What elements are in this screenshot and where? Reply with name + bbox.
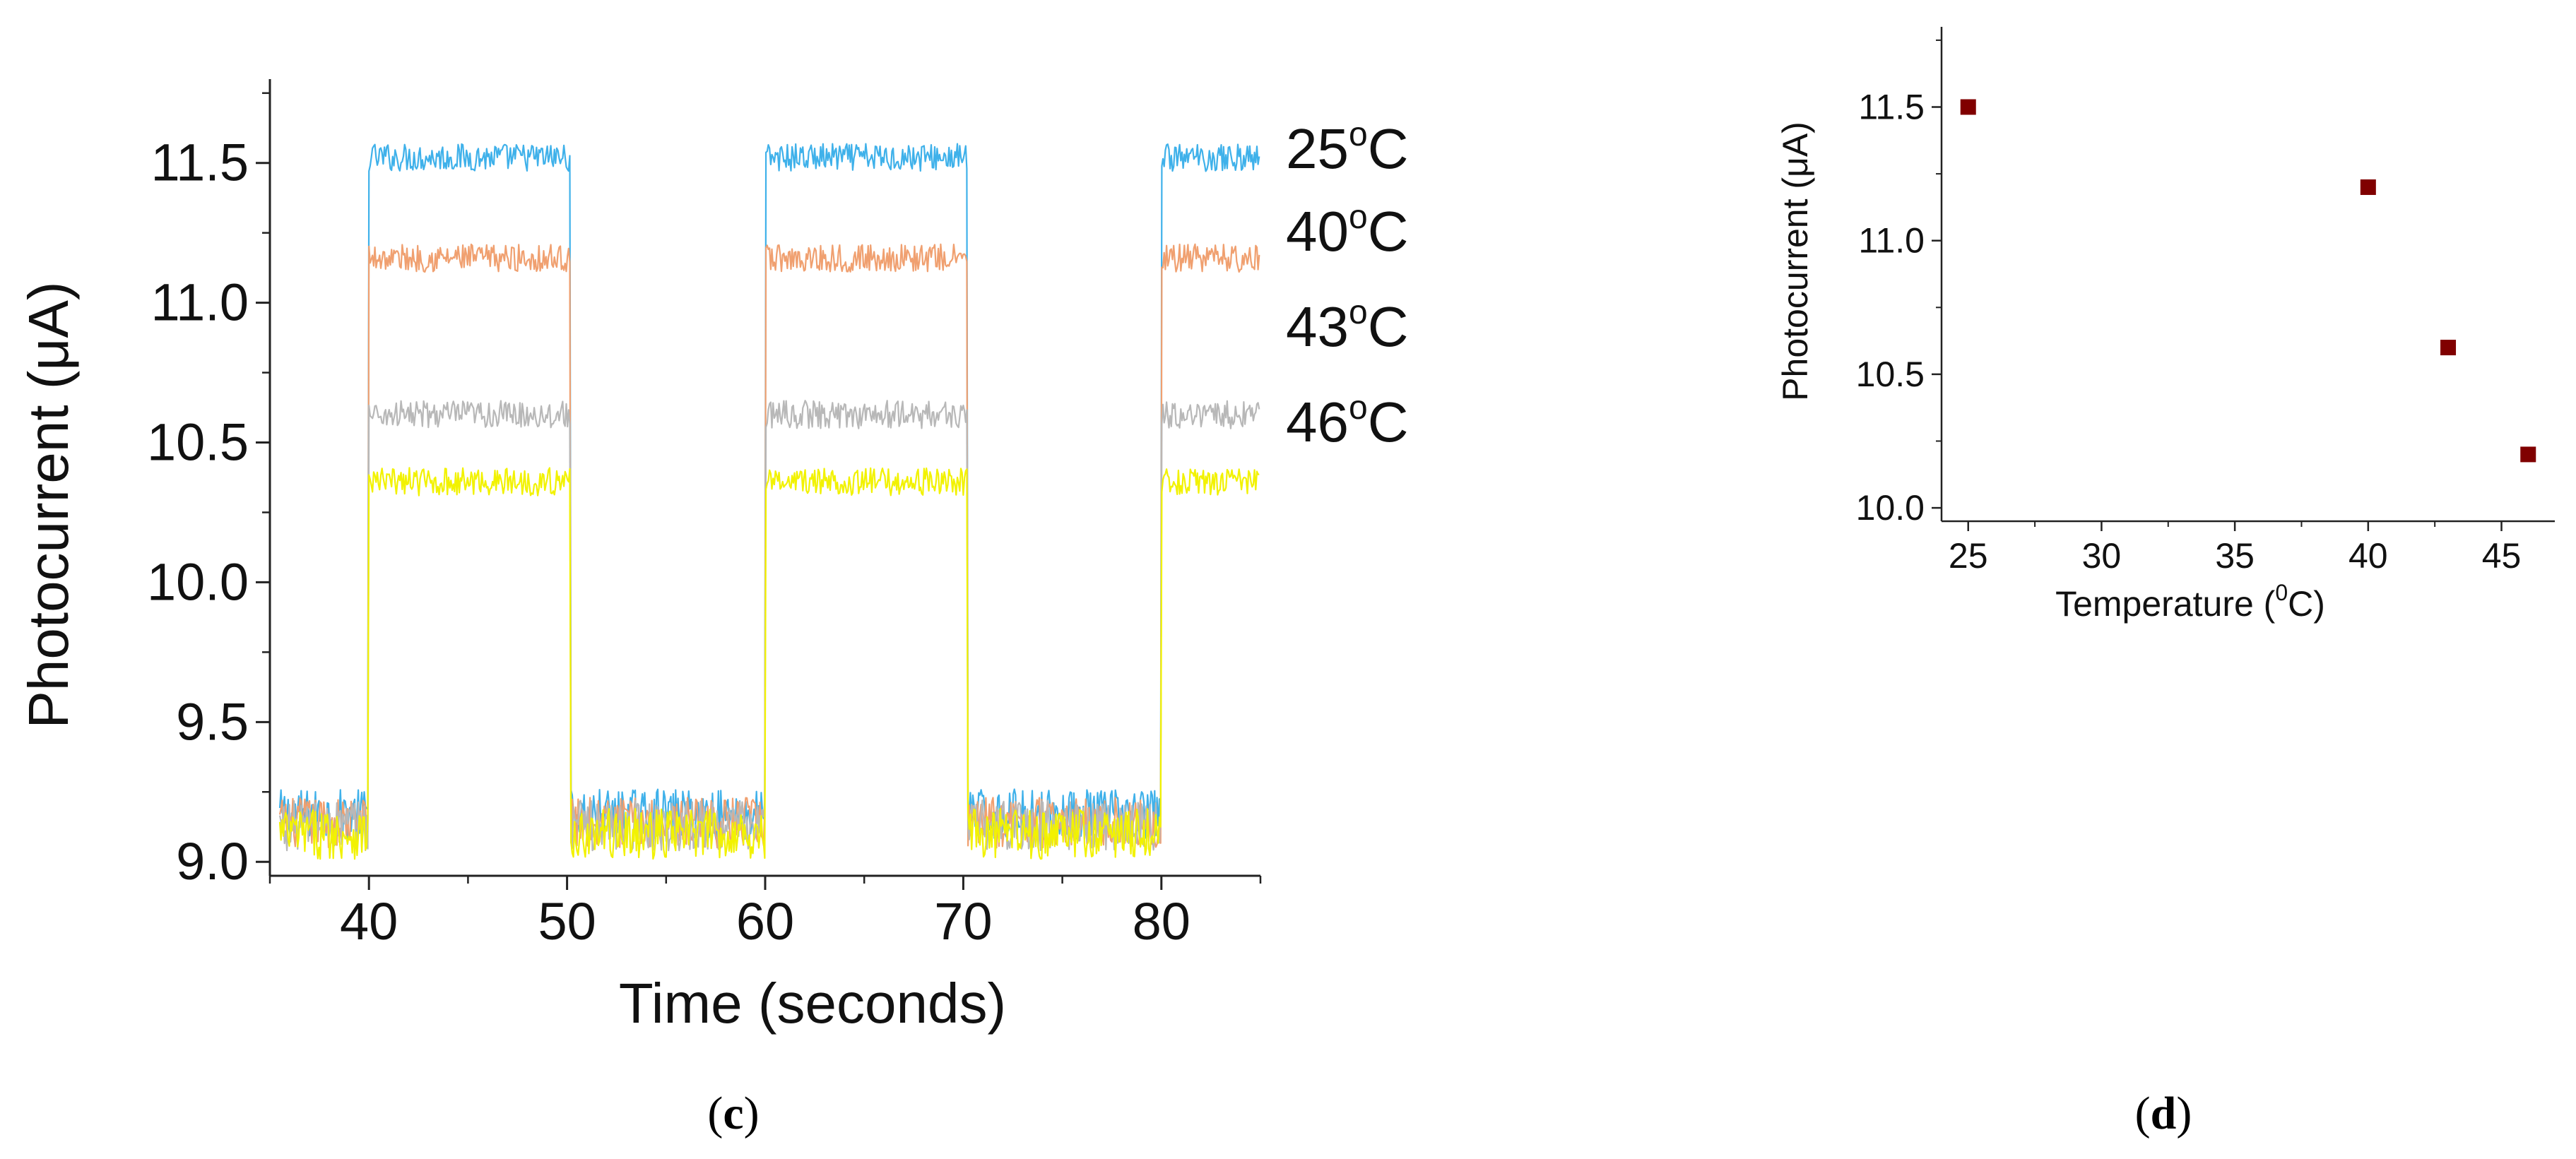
x-tick-label: 40 bbox=[340, 892, 398, 951]
panel-d-y-axis-title: Photocurrent (μA) bbox=[1776, 121, 1815, 401]
y-tick-label: 11.5 bbox=[150, 133, 249, 192]
x-tick-label: 40 bbox=[2348, 536, 2388, 576]
y-tick-label: 10.5 bbox=[147, 413, 249, 472]
series-line-43oc bbox=[278, 400, 1260, 852]
panel-c-caption: (c) bbox=[707, 1088, 759, 1139]
scatter-point bbox=[2520, 446, 2536, 463]
series-line-40oc bbox=[278, 243, 1260, 849]
scatter-point bbox=[2360, 179, 2376, 196]
panel-d-points bbox=[1960, 99, 2536, 463]
panel-c-y-axis-title: Photocurrent (μA) bbox=[17, 281, 80, 728]
y-tick-label: 10.0 bbox=[1856, 488, 1925, 528]
y-tick-label: 10.5 bbox=[1856, 355, 1925, 394]
y-tick-label: 9.5 bbox=[176, 692, 249, 751]
panel-d-scatter-chart: 25 30 35 40 45 10.0 10.5 11.0 11.5 Temperature … bbox=[1776, 27, 2555, 624]
y-tick-label: 10.0 bbox=[147, 552, 249, 611]
panel-d-x-ticks: 25 30 35 40 45 bbox=[1949, 521, 2521, 576]
panel-d-x-axis-title-sup: 0 bbox=[2275, 580, 2288, 605]
series-label-25oc: 25oC bbox=[1286, 116, 1408, 180]
series-label-40oc: 40oC bbox=[1286, 198, 1408, 263]
panel-c-series-labels: 25oC 40oC 43oC 46oC bbox=[1286, 116, 1408, 453]
panel-c-x-axis-title: Time (seconds) bbox=[619, 972, 1006, 1035]
x-tick-label: 25 bbox=[1949, 536, 1988, 576]
y-tick-label: 11.0 bbox=[150, 273, 249, 332]
x-tick-label: 50 bbox=[538, 892, 596, 951]
x-tick-label: 70 bbox=[934, 892, 992, 951]
panel-c-time-series-chart: 40 50 60 70 80 9.0 9.5 10.0 10.5 11.0 11.5 Time (… bbox=[17, 79, 1408, 1035]
panel-c-caption-letter: c bbox=[723, 1088, 743, 1139]
x-tick-label: 60 bbox=[736, 892, 794, 951]
series-label-46oc: 46oC bbox=[1286, 389, 1408, 453]
panel-d-caption: (d) bbox=[2135, 1088, 2192, 1139]
series-line-46oc bbox=[278, 467, 1260, 860]
panel-d-x-axis-title: Temperature (0C) bbox=[2055, 580, 2325, 624]
y-tick-label: 11.5 bbox=[1858, 88, 1925, 127]
scatter-point bbox=[2440, 340, 2457, 356]
x-tick-label: 80 bbox=[1133, 892, 1190, 951]
scatter-point bbox=[1960, 99, 1976, 115]
series-label-43oc: 43oC bbox=[1286, 294, 1408, 358]
y-tick-label: 11.0 bbox=[1858, 221, 1925, 261]
panel-c-series-group bbox=[278, 143, 1260, 860]
x-tick-label: 35 bbox=[2215, 536, 2255, 576]
panel-d-x-axis-title-prefix: Temperature ( bbox=[2055, 584, 2276, 624]
panel-c-x-ticks: 40 50 60 70 80 bbox=[268, 876, 1262, 951]
panel-c-y-ticks: 9.0 9.5 10.0 10.5 11.0 11.5 bbox=[147, 92, 270, 891]
x-tick-label: 45 bbox=[2482, 536, 2522, 576]
x-tick-label: 30 bbox=[2082, 536, 2122, 576]
panel-d-y-ticks: 10.0 10.5 11.0 11.5 bbox=[1856, 39, 1942, 528]
panel-d-axes bbox=[1940, 27, 2555, 523]
y-tick-label: 9.0 bbox=[176, 832, 249, 891]
panel-d-x-axis-title-suffix: C) bbox=[2288, 584, 2325, 624]
panel-d-caption-letter: d bbox=[2151, 1088, 2177, 1139]
